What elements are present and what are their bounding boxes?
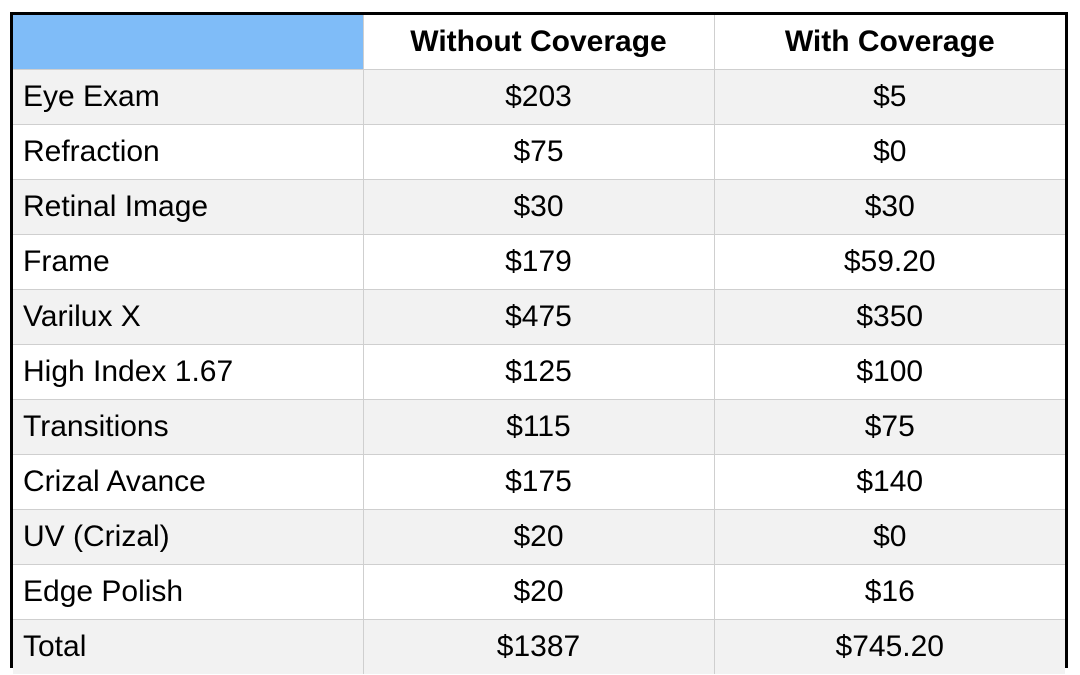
table-body: Eye Exam $203 $5 Refraction $75 $0 Retin… xyxy=(13,69,1065,674)
row-item-label: Edge Polish xyxy=(13,564,364,620)
table-header-row: Without Coverage With Coverage xyxy=(13,15,1065,70)
table-row: Edge Polish $20 $16 xyxy=(13,564,1065,620)
table-row: High Index 1.67 $125 $100 xyxy=(13,344,1065,400)
table-row: UV (Crizal) $20 $0 xyxy=(13,509,1065,565)
row-with-coverage-value: $745.20 xyxy=(713,619,1065,674)
row-with-coverage-value: $100 xyxy=(713,344,1065,400)
row-without-coverage-value: $179 xyxy=(362,234,715,290)
row-without-coverage-value: $20 xyxy=(362,564,715,620)
row-with-coverage-value: $0 xyxy=(713,124,1065,180)
row-without-coverage-value: $75 xyxy=(362,124,715,180)
row-item-label: High Index 1.67 xyxy=(13,344,364,400)
row-with-coverage-value: $16 xyxy=(713,564,1065,620)
table-row: Retinal Image $30 $30 xyxy=(13,179,1065,235)
row-with-coverage-value: $350 xyxy=(713,289,1065,345)
table-row: Transitions $115 $75 xyxy=(13,399,1065,455)
row-with-coverage-value: $0 xyxy=(713,509,1065,565)
header-without-coverage: Without Coverage xyxy=(362,15,715,70)
row-item-label: Eye Exam xyxy=(13,69,364,125)
table-row: Crizal Avance $175 $140 xyxy=(13,454,1065,510)
row-without-coverage-value: $30 xyxy=(362,179,715,235)
table-row: Frame $179 $59.20 xyxy=(13,234,1065,290)
row-item-label: Transitions xyxy=(13,399,364,455)
table-row: Varilux X $475 $350 xyxy=(13,289,1065,345)
row-item-label: Refraction xyxy=(13,124,364,180)
table-row-total: Total $1387 $745.20 xyxy=(13,619,1065,674)
row-item-label: Varilux X xyxy=(13,289,364,345)
row-item-label: UV (Crizal) xyxy=(13,509,364,565)
row-item-label: Crizal Avance xyxy=(13,454,364,510)
cost-comparison-table-frame: Without Coverage With Coverage Eye Exam … xyxy=(10,12,1068,674)
row-with-coverage-value: $5 xyxy=(713,69,1065,125)
row-with-coverage-value: $30 xyxy=(713,179,1065,235)
row-without-coverage-value: $115 xyxy=(362,399,715,455)
row-with-coverage-value: $59.20 xyxy=(713,234,1065,290)
row-without-coverage-value: $125 xyxy=(362,344,715,400)
row-without-coverage-value: $475 xyxy=(362,289,715,345)
header-corner-cell xyxy=(13,15,364,70)
table-row: Eye Exam $203 $5 xyxy=(13,69,1065,125)
row-without-coverage-value: $175 xyxy=(362,454,715,510)
row-without-coverage-value: $1387 xyxy=(362,619,715,674)
row-without-coverage-value: $20 xyxy=(362,509,715,565)
row-with-coverage-value: $75 xyxy=(713,399,1065,455)
row-item-label: Retinal Image xyxy=(13,179,364,235)
row-item-label: Frame xyxy=(13,234,364,290)
row-without-coverage-value: $203 xyxy=(362,69,715,125)
row-item-label: Total xyxy=(13,619,364,674)
header-with-coverage: With Coverage xyxy=(713,15,1065,70)
cost-comparison-table: Without Coverage With Coverage Eye Exam … xyxy=(13,15,1065,674)
row-with-coverage-value: $140 xyxy=(713,454,1065,510)
table-row: Refraction $75 $0 xyxy=(13,124,1065,180)
